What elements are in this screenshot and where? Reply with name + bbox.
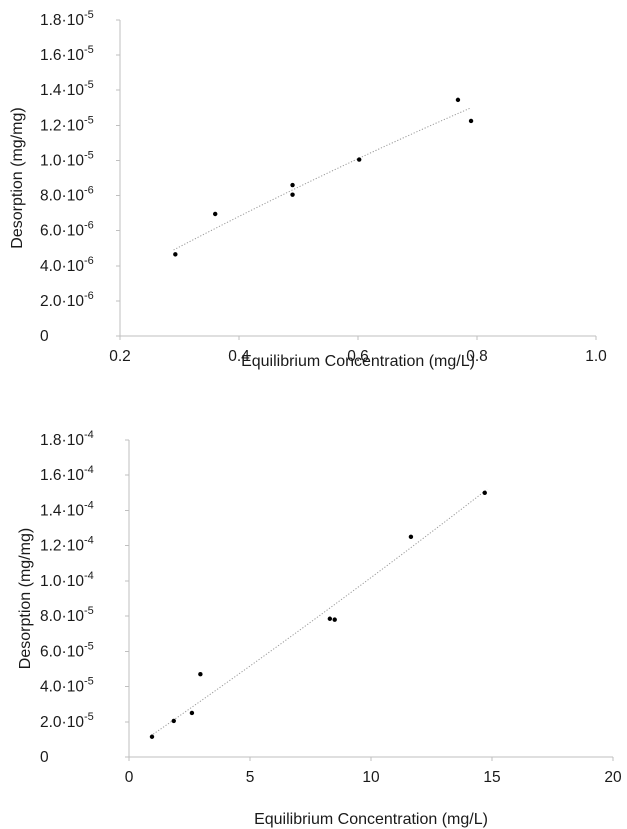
y-tick-label: 4.0·10-5 [40,676,94,696]
y-tick-label: 1.4·10-5 [40,79,94,99]
data-point [455,97,461,103]
x-tick-label: 1.0 [585,348,607,365]
x-axis-label: Equilibrium Concentration (mg/L) [254,811,488,828]
y-tick-label: 1.0·10-5 [40,149,94,169]
data-point [198,672,203,677]
y-tick-exponent: -6 [84,255,94,267]
y-axis-label: Desorption (mg/mg) [17,528,34,669]
x-tick-label: 15 [483,769,500,786]
y-axis-label: Desorption (mg/mg) [9,107,26,248]
y-tick-exponent: -4 [84,499,94,511]
y-tick-exponent: -4 [84,535,94,547]
x-axis-label: Equilibrium Concentration (mg/L) [241,353,475,370]
data-point [408,534,414,540]
y-tick-label: 1.4·10-4 [40,499,94,519]
y-tick-exponent: -4 [84,429,94,441]
y-tick-exponent: -5 [84,640,94,652]
y-tick-label: 4.0·10-6 [40,255,94,275]
y-tick-exponent: -4 [84,464,94,476]
y-tick-label: 1.2·10-5 [40,114,94,134]
y-tick-label: 1.8·10-5 [40,9,94,29]
y-tick-exponent: -5 [84,149,94,161]
bottom-chart: 0 2.0·10-5 4.0·10-5 6.0·10-5 8.0·10-5 1.0·10-… [17,429,622,828]
y-tick-exponent: -5 [84,711,94,723]
x-tick-label: 20 [604,769,622,786]
data-point [356,157,362,162]
y-tick-label: 8.0·10-6 [40,185,94,205]
x-tick-label: 0 [125,769,134,786]
data-point [189,710,195,716]
y-tick-label: 2.0·10-5 [40,711,94,731]
top-chart: 0 2.0·10-6 4.0·10-6 6.0·10-6 8.0·10-6 1.0·10-… [9,9,607,370]
x-tick-label: 0.6 [347,348,369,365]
data-point [482,490,487,496]
y-tick-label: 8.0·10-5 [40,605,94,625]
x-tick-label: 0.4 [228,348,250,365]
y-tick-label: 1.0·10-4 [40,570,94,590]
data-point [213,211,218,217]
y-tick-label: 0 [40,328,49,345]
y-tick-label: 0 [40,749,49,766]
y-tick-exponent: -4 [84,570,94,582]
y-tick-exponent: -5 [84,676,94,688]
y-tick-label: 1.2·10-4 [40,535,94,555]
y-tick-label: 1.6·10-4 [40,464,94,484]
data-point [171,718,176,724]
y-tick-label: 1.6·10-5 [40,44,94,64]
y-tick-label: 6.0·10-5 [40,640,94,660]
y-tick-exponent: -5 [84,9,94,21]
y-tick-exponent: -6 [84,220,94,232]
trendline [173,107,472,251]
y-tick-label: 2.0·10-6 [40,290,94,310]
data-point [327,616,333,621]
data-point [149,734,155,739]
y-tick-exponent: -6 [84,290,94,302]
x-tick-label: 0.2 [109,348,131,365]
data-point [290,192,295,197]
y-tick-exponent: -5 [84,605,94,617]
trendline [150,488,488,737]
y-tick-exponent: -6 [84,185,94,197]
y-tick-exponent: -5 [84,44,94,56]
x-tick-label: 10 [362,769,380,786]
y-tick-label: 6.0·10-6 [40,220,94,240]
y-tick-exponent: -5 [84,114,94,126]
y-tick-exponent: -5 [84,79,94,91]
data-point [468,118,474,124]
data-point [290,182,295,188]
y-tick-label: 1.8·10-4 [40,429,94,449]
data-point [173,252,178,257]
x-tick-label: 5 [246,769,255,786]
data-point [332,617,337,622]
x-tick-label: 0.8 [466,348,488,365]
